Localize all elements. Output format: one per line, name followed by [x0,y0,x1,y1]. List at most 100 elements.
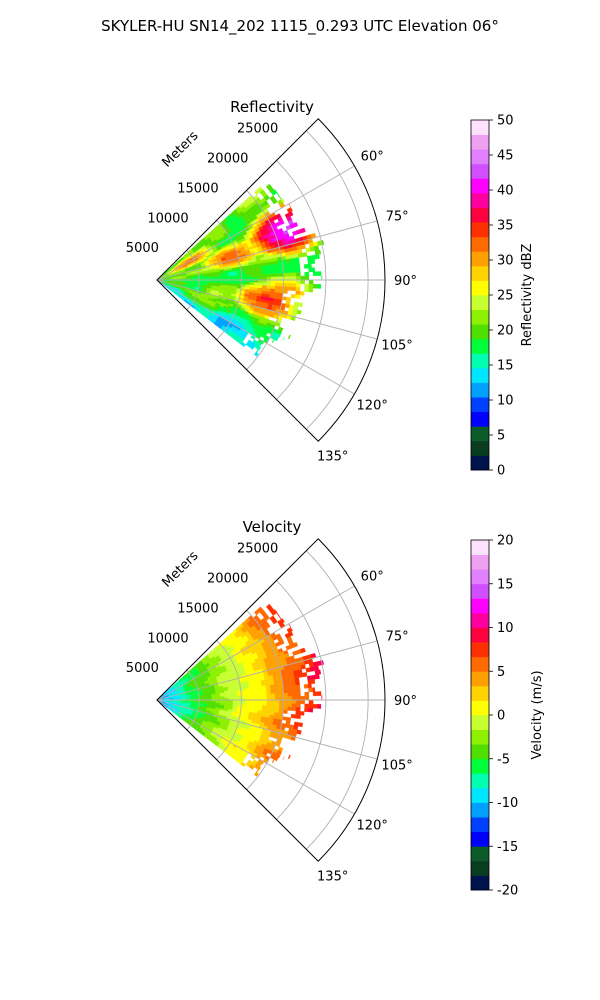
colorbar-swatch [471,612,489,628]
field-cell [266,690,271,695]
colorbar-swatch [471,207,489,223]
field-cell [253,694,259,698]
field-cell [291,283,297,288]
velocity-colorbar: -20 -15 -10 -5 0 5 10 15 20 [470,534,518,899]
colorbar-swatch [471,671,489,687]
range-tick-label: 20000 [207,152,248,167]
field-cell [249,274,255,278]
field-cell [266,708,271,713]
colorbar-tick-label: 10 [497,621,514,636]
colorbar-swatch [471,817,489,833]
field-cell [262,694,267,698]
field-cell [288,203,292,208]
azimuth-tick-label: 60° [361,150,384,165]
field-cell [315,674,320,680]
field-cell [312,267,316,272]
field-cell [311,679,316,684]
range-tick-label: 10000 [147,211,188,226]
field-cell [262,274,267,278]
field-cell [321,695,323,701]
field-cell [287,276,293,281]
field-cell [279,696,284,701]
field-cell [264,623,271,629]
field-cell [295,283,301,288]
colorbar-tick-label: 40 [497,184,514,199]
field-cell [282,336,285,341]
field-cell [278,615,282,620]
field-cell [262,285,267,289]
field-cell [278,219,285,226]
azimuth-gridline [156,279,355,395]
field-cell [257,691,263,695]
field-cell [308,279,314,285]
colorbar-swatch [471,192,489,208]
colorbar-swatch [471,583,489,599]
colorbar-swatch [471,569,489,585]
field-cell [295,692,301,697]
field-cell [304,287,309,293]
field-cell [304,707,309,713]
figure-suptitle: SKYLER-HU SN14_202 1115_0.293 UTC Elevat… [101,17,499,36]
field-cell [274,286,280,290]
field-cell [280,198,285,204]
field-cell [283,703,288,708]
field-cell [284,723,290,729]
field-cell [262,705,267,709]
field-cell [274,263,279,268]
field-cell [311,254,317,260]
field-cell [249,694,255,698]
colorbar-tick-label: 35 [497,219,514,234]
field-cell [278,639,285,646]
field-cell [312,691,318,697]
field-cell [224,696,229,699]
field-cell [317,271,322,276]
field-cell [275,279,280,284]
colorbar-swatch [471,715,489,730]
field-cell [312,271,318,277]
colorbar-swatch [471,875,489,891]
field-cell [283,276,289,281]
field-cell [279,699,284,704]
colorbar-tick-label: 10 [497,394,514,409]
azimuth-gridline [156,220,378,281]
field-cell [270,279,276,284]
colorbar-swatch [471,802,489,818]
field-cell [279,703,284,707]
range-tick-label: 10000 [147,631,188,646]
field-cell [290,293,296,299]
colorbar-tick-label: 5 [497,665,505,680]
field-cell [258,702,263,706]
field-cell [282,756,285,761]
field-cell [257,285,263,289]
field-cell [294,294,300,299]
field-cell [253,274,259,278]
field-cell [300,664,306,670]
colorbar-swatch [471,656,489,672]
field-cell [290,681,296,687]
azimuth-tick-label: 75° [386,210,409,225]
field-cell [307,679,313,685]
field-cell [288,211,294,217]
field-cell [270,270,276,275]
colorbar-tick-label: 0 [497,464,505,479]
field-cell [262,691,267,695]
field-cell [274,270,280,274]
field-cell [253,702,259,706]
range-tick-label: 20000 [207,572,248,587]
field-cell [294,681,300,686]
field-cell [275,696,280,701]
field-cell [266,270,271,275]
colorbar-tick-label: 20 [497,534,514,549]
field-cell [278,706,284,711]
field-cell [295,268,301,273]
field-cell [266,288,271,293]
field-cell [270,693,276,698]
field-cell [265,684,271,689]
colorbar-swatch [471,324,489,340]
field-cell [211,276,217,279]
field-cell [288,631,294,637]
colorbar-swatch [471,120,489,135]
field-cell [266,687,271,692]
colorbar-swatch [471,685,489,701]
field-cell [315,254,320,260]
